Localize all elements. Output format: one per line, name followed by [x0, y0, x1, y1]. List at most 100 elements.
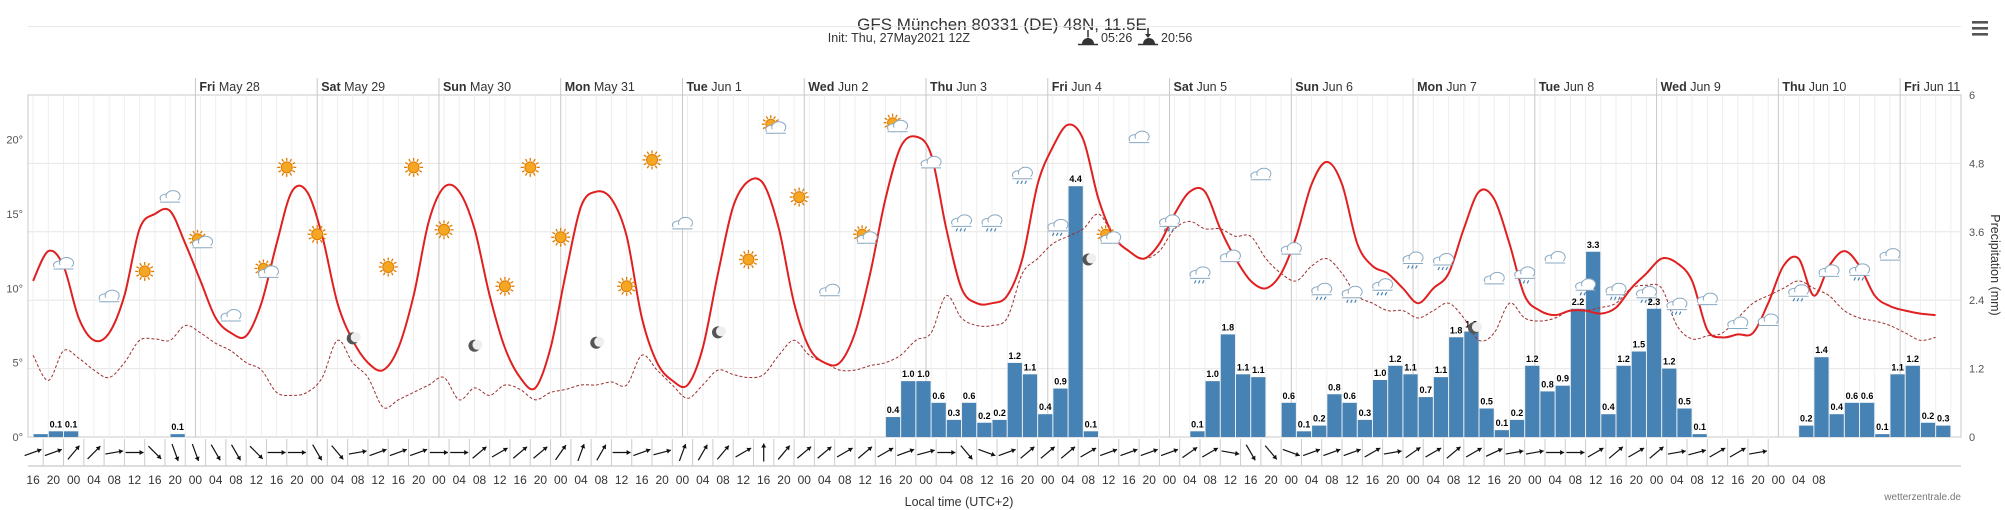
- wind-arrow-head: [1153, 448, 1158, 454]
- day-label: Sun Jun 6: [1295, 80, 1353, 94]
- wind-arrow-head: [1477, 447, 1482, 453]
- x-tick-label: 04: [1792, 473, 1806, 487]
- precipitation-bar-label: 0.1: [1191, 419, 1204, 429]
- sun-ray: [884, 125, 888, 128]
- y-tick-label-left: 0°: [12, 432, 23, 444]
- day-label: Sun May 30: [443, 80, 511, 94]
- sun-disc: [438, 223, 451, 236]
- sun-ray: [621, 277, 624, 282]
- cloud-base: [1789, 292, 1807, 297]
- wind-arrow-head: [1234, 450, 1240, 456]
- rain-drop: [1171, 228, 1175, 232]
- rain-drop: [1167, 228, 1171, 232]
- sun-ray: [566, 239, 570, 243]
- wind-arrow-head: [216, 455, 221, 461]
- sun-ray: [657, 154, 661, 158]
- cloud-base: [1850, 271, 1868, 276]
- rain-drop: [1016, 180, 1019, 185]
- cloud-icon: [220, 309, 242, 322]
- wind-arrow: [491, 447, 508, 458]
- sun-disc: [646, 153, 659, 166]
- rain-drop: [1670, 311, 1674, 315]
- wind-arrow: [429, 450, 448, 455]
- precipitation-bar: [1464, 331, 1479, 437]
- cloud-base: [1221, 257, 1239, 262]
- sun-disc: [524, 161, 537, 174]
- wind-arrow-head: [1580, 450, 1585, 455]
- cloud-base: [858, 239, 876, 244]
- x-tick-label: 20: [47, 473, 61, 487]
- wind-arrow-head: [236, 455, 241, 461]
- precipitation-bar: [1327, 394, 1342, 437]
- cloud-rain-icon: [1189, 266, 1211, 284]
- wind-arrow: [836, 447, 853, 458]
- sun-ray: [793, 202, 797, 206]
- precipitation-bar-label: 1.1: [1891, 362, 1904, 372]
- wind-arrow-head: [930, 448, 935, 454]
- wind-arrow: [1729, 447, 1746, 458]
- rain-drop: [1583, 292, 1587, 296]
- wind-arrow-head: [681, 444, 687, 449]
- x-tick-label: 00: [1285, 473, 1299, 487]
- sun-ray: [149, 274, 154, 277]
- y-tick-label-right: 0: [1969, 432, 1975, 444]
- wind-arrow: [1140, 448, 1158, 457]
- wind-arrow: [761, 443, 767, 462]
- moon-cut: [715, 326, 726, 337]
- precipitation-bar: [1220, 334, 1235, 437]
- sun-ray: [438, 221, 442, 225]
- wind-arrow: [1040, 446, 1056, 459]
- wind-arrow: [1323, 448, 1341, 457]
- precipitation-bar: [1936, 425, 1951, 437]
- sun-ray: [308, 228, 312, 232]
- x-tick-label: 16: [513, 473, 527, 487]
- wind-arrow: [1587, 447, 1604, 458]
- sun-ray: [535, 170, 539, 173]
- rain-drop: [993, 228, 997, 232]
- weather-icons: [53, 113, 1901, 352]
- sun-cloud-icon: [761, 115, 787, 134]
- y-tick-label-left: 5°: [12, 358, 23, 370]
- sun-icon: [307, 224, 327, 244]
- cloud-rain-icon: [1514, 266, 1536, 284]
- x-tick-label: 12: [1467, 473, 1481, 487]
- y-tick-label-right: 3.6: [1969, 227, 1984, 239]
- day-label: Thu Jun 10: [1782, 80, 1846, 94]
- wind-arrow: [287, 450, 306, 455]
- wind-arrow-head: [666, 448, 671, 454]
- cloud-base: [1759, 321, 1777, 326]
- sun-disc: [742, 253, 755, 266]
- rain-drop: [1587, 292, 1591, 296]
- cloud-base: [952, 222, 970, 227]
- cloud-rain-icon: [1433, 253, 1455, 271]
- precipitation-bar: [1022, 374, 1038, 437]
- precipitation-bar-label: 0.5: [1480, 397, 1493, 407]
- x-tick-label: 08: [473, 473, 487, 487]
- sun-ray: [147, 276, 151, 280]
- sun-ray: [618, 280, 622, 284]
- wind-arrow-head: [626, 450, 631, 455]
- precipitation-bar-label: 0.2: [1800, 414, 1813, 424]
- precipitation-bar: [1616, 365, 1631, 437]
- wind-arrow: [1688, 448, 1707, 456]
- cloud-rain-icon: [1635, 285, 1657, 304]
- hamburger-menu-icon[interactable]: [1968, 18, 1992, 40]
- wind-arrow: [348, 449, 367, 455]
- credit-link[interactable]: wetterzentrale.de: [1883, 492, 1961, 503]
- wind-arrow-head: [1436, 447, 1442, 453]
- cloud-base: [1101, 239, 1119, 244]
- wind-arrow-head: [1658, 446, 1664, 452]
- wind-arrow: [67, 445, 80, 460]
- cloud-base: [54, 265, 72, 269]
- moon-icon: [590, 336, 605, 349]
- precipitation-bar-label: 0.6: [932, 391, 945, 401]
- precipitation-bar: [1586, 251, 1601, 437]
- sun-ray: [657, 162, 661, 166]
- sun-ray: [646, 165, 650, 169]
- wind-arrow-head: [464, 450, 469, 455]
- sun-ray: [646, 151, 650, 155]
- sun-ray: [149, 266, 154, 269]
- rain-drop: [1346, 299, 1349, 304]
- sun-ray: [416, 172, 419, 176]
- x-tick-label: 16: [1366, 473, 1380, 487]
